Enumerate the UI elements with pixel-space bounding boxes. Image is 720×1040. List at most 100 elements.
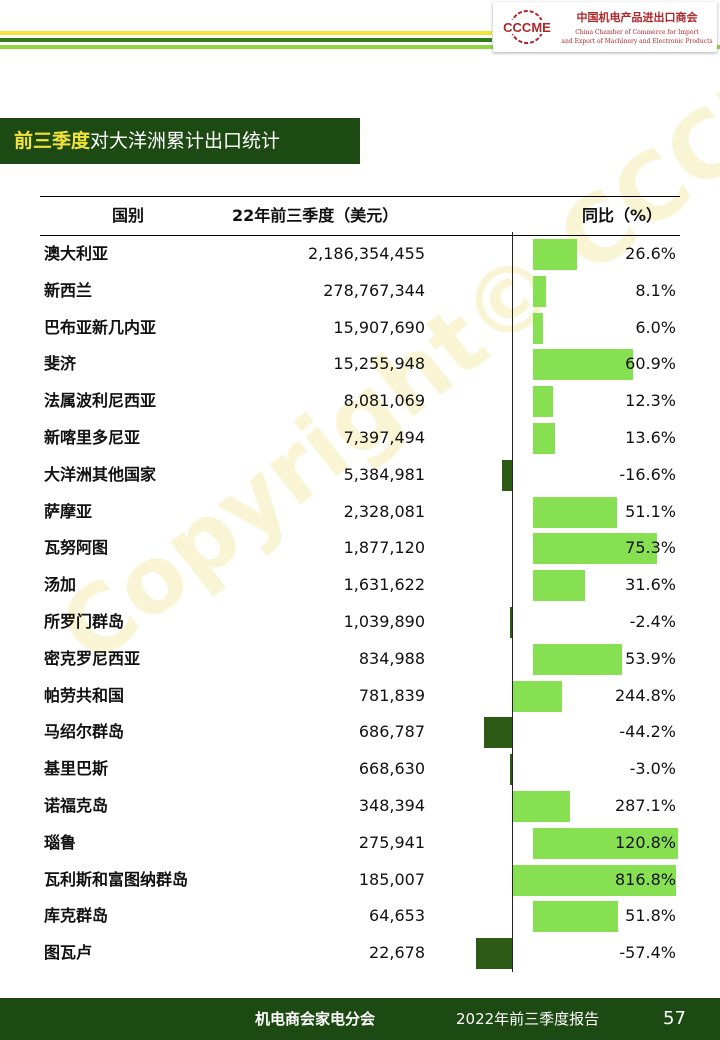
yoy-bar-negative [502,459,513,491]
cell-yoy: 287.1% [614,796,676,815]
cell-value: 348,394 [358,796,425,815]
cccme-logo-icon: CCCME [499,10,555,44]
table-row: 所罗门群岛 1,039,890 -2.4% [0,604,720,641]
section-title-rest: 对大洋洲累计出口统计 [90,130,281,152]
yoy-bar-positive [533,496,618,528]
cell-value: 1,877,120 [343,538,425,558]
header-stripe-yellow [0,31,492,35]
yoy-bar-positive [533,827,678,859]
cell-value: 278,767,344 [323,280,425,300]
yoy-bar-positive [533,275,547,307]
footer-report: 2022年前三季度报告 [456,1010,600,1028]
cell-value: 275,941 [358,832,425,852]
yoy-bar-positive [513,864,677,896]
cell-value: 22,678 [369,943,425,963]
yoy-bar-negative [510,754,513,786]
yoy-bar-positive [533,570,586,602]
cell-yoy: 60.9% [625,354,676,374]
table-row: 瓦利斯和富图纳群岛 185,007 816.8% [0,862,720,899]
yoy-bar-negative [475,938,513,970]
table-row: 密克罗尼西亚 834,988 53.9% [0,641,720,678]
yoy-bar-positive [533,643,622,675]
yoy-bar-positive [533,901,619,933]
cell-value: 2,328,081 [343,501,425,521]
cell-yoy: 816.8% [614,869,676,889]
cell-yoy: 75.3% [625,538,676,558]
yoy-bar-negative [484,717,513,749]
cell-value: 7,397,494 [343,428,425,447]
cell-country: 诺福克岛 [44,796,109,815]
cell-country: 瓦努阿图 [44,538,109,558]
cell-value: 686,787 [358,722,425,742]
yoy-bar-positive [533,349,634,381]
yoy-bar-positive [513,680,562,712]
org-name-en-1: China Chamber of Commerce for Import [575,29,699,36]
cell-value: 1,631,622 [343,575,425,595]
cell-yoy: 244.8% [614,685,676,705]
cell-yoy: 8.1% [635,280,676,300]
cell-value: 5,384,981 [343,464,425,484]
yoy-bar-positive [533,533,658,565]
org-name-cn: 中国机电产品进出口商会 [576,11,698,24]
cell-value: 834,988 [358,648,425,668]
yoy-bar-negative [510,607,513,638]
cell-country: 新西兰 [44,280,93,300]
table-row: 帕劳共和国 781,839 244.8% [0,678,720,715]
cell-country: 大洋洲其他国家 [44,464,157,484]
cell-value: 2,186,354,455 [307,244,425,263]
cell-country: 瑙鲁 [44,832,77,852]
cell-country: 汤加 [44,575,77,595]
cell-country: 澳大利亚 [44,244,109,263]
table-row: 新西兰 278,767,344 8.1% [0,273,720,310]
cell-country: 帕劳共和国 [44,685,125,705]
table-row: 澳大利亚 2,186,354,455 26.6% [0,236,720,273]
table-row: 瑙鲁 275,941 120.8% [0,825,720,862]
yoy-bar-positive [533,312,543,344]
table-row: 法属波利尼西亚 8,081,069 12.3% [0,383,720,420]
table-row: 斐济 15,255,948 60.9% [0,346,720,383]
cell-yoy: -44.2% [619,722,676,742]
cell-yoy: 120.8% [614,832,676,852]
cell-country: 斐济 [44,354,77,374]
cell-value: 185,007 [358,869,425,889]
page-number: 57 [663,1008,686,1029]
header-country: 国别 [112,206,145,225]
cell-country: 图瓦卢 [44,943,93,963]
cell-country: 密克罗尼西亚 [44,648,141,668]
table-row: 马绍尔群岛 686,787 -44.2% [0,714,720,751]
cell-yoy: 31.6% [625,575,676,595]
table-row: 库克群岛 64,653 51.8% [0,898,720,935]
cell-country: 巴布亚新几内亚 [44,317,157,337]
cell-value: 781,839 [358,685,425,705]
cell-yoy: -3.0% [629,759,676,779]
cell-value: 64,653 [369,906,425,926]
cell-yoy: 26.6% [625,244,676,263]
table-row: 瓦努阿图 1,877,120 75.3% [0,530,720,567]
cell-yoy: 12.3% [625,391,676,411]
yoy-bar-positive [533,386,554,418]
cell-country: 新喀里多尼亚 [44,428,141,447]
cell-yoy: 13.6% [625,428,676,447]
cell-country: 马绍尔群岛 [44,722,125,742]
table-row: 图瓦卢 22,678 -57.4% [0,935,720,972]
header-value: 22年前三季度（美元） [232,206,399,225]
section-title: 前三季度对大洋洲累计出口统计 [0,118,360,164]
cell-country: 萨摩亚 [44,501,93,521]
yoy-bar-positive [533,239,577,270]
yoy-bar-positive [533,423,556,454]
cell-yoy: -16.6% [619,464,676,484]
page-footer: 机电商会家电分会 2022年前三季度报告 57 [0,998,720,1040]
cell-yoy: -2.4% [629,612,676,631]
header-stripe-lightgreen [0,45,720,49]
table-row: 诺福克岛 348,394 287.1% [0,788,720,825]
cell-yoy: -57.4% [619,943,676,963]
table-row: 大洋洲其他国家 5,384,981 -16.6% [0,457,720,494]
table-row: 新喀里多尼亚 7,397,494 13.6% [0,420,720,457]
cell-value: 15,907,690 [333,317,425,337]
footer-org: 机电商会家电分会 [255,1010,376,1028]
logo-mark-text: CCCME [503,20,551,35]
cell-yoy: 51.8% [625,906,676,926]
table-top-rule [40,196,680,197]
table-row: 汤加 1,631,622 31.6% [0,567,720,604]
table-row: 巴布亚新几内亚 15,907,690 6.0% [0,310,720,347]
